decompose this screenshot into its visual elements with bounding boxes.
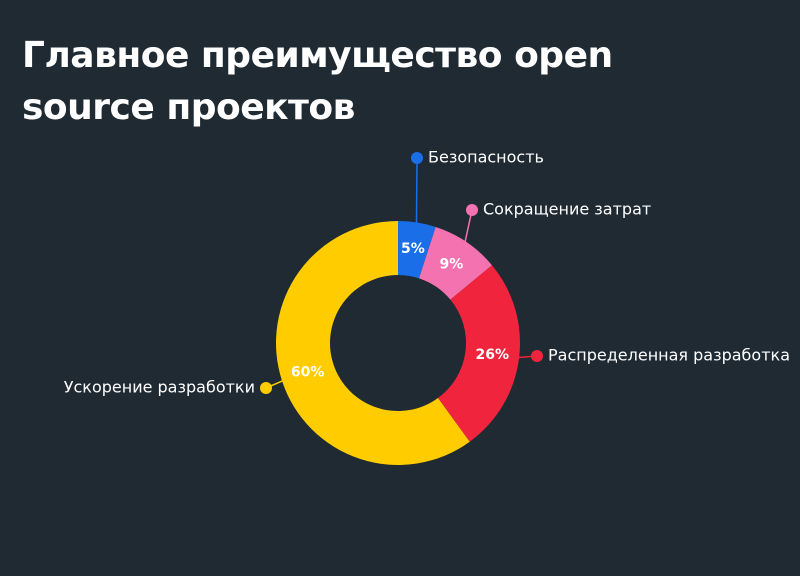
category-label: Ускорение разработки (64, 378, 255, 397)
leader-line (415, 157, 418, 227)
chart-title: Главное преимущество open source проекто… (22, 35, 613, 128)
category-label: Сокращение затрат (483, 200, 651, 219)
legend-dot (260, 382, 272, 394)
value-label: 9% (440, 256, 464, 272)
leader-line (463, 209, 473, 246)
legend-dot (411, 152, 423, 164)
value-label: 60% (291, 364, 325, 380)
category-label: Распределенная разработка (548, 346, 790, 365)
value-label: 5% (401, 241, 425, 257)
value-label: 26% (475, 347, 509, 363)
donut-segment (398, 221, 436, 279)
legend-dot (466, 204, 478, 216)
donut-segment (275, 221, 470, 465)
donut-segment (437, 265, 520, 442)
category-label: Безопасность (428, 148, 544, 167)
donut-segment (419, 226, 493, 300)
legend-dot (531, 350, 543, 362)
